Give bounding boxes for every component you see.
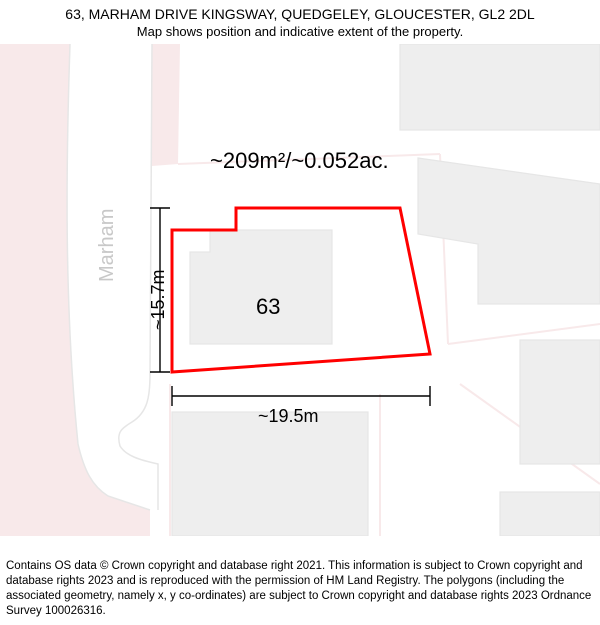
subtitle: Map shows position and indicative extent… <box>0 24 600 39</box>
road-name: Marham <box>96 209 119 282</box>
plot-number: 63 <box>256 294 280 320</box>
width-label: ~19.5m <box>258 406 319 427</box>
footer-text: Contains OS data © Crown copyright and d… <box>6 559 594 619</box>
map: Marham ~209m²/~0.052ac. 63 ~19.5m ~15.7m <box>0 44 600 536</box>
height-label: ~15.7m <box>148 269 169 330</box>
title: 63, MARHAM DRIVE KINGSWAY, QUEDGELEY, GL… <box>0 6 600 22</box>
page: 63, MARHAM DRIVE KINGSWAY, QUEDGELEY, GL… <box>0 0 600 625</box>
map-svg <box>0 44 600 536</box>
header: 63, MARHAM DRIVE KINGSWAY, QUEDGELEY, GL… <box>0 0 600 39</box>
area-label: ~209m²/~0.052ac. <box>210 148 389 174</box>
